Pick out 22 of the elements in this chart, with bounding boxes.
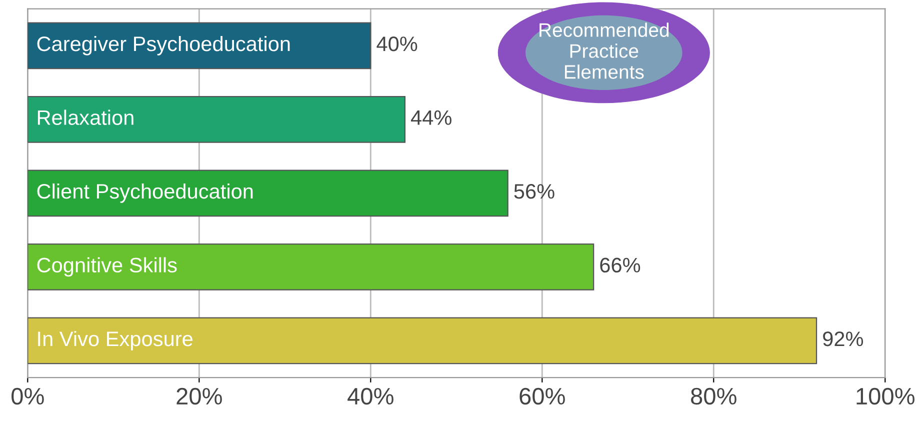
annotation: Recommended Practice Elements	[540, 22, 669, 79]
x-tick-label: 20%	[176, 388, 222, 405]
x-tick-label: 40%	[348, 388, 394, 405]
data-label: 40%	[376, 36, 418, 52]
y-tick-label: Client Psychoeducation	[37, 183, 253, 203]
y-tick-label: Relaxation	[38, 110, 134, 125]
bar	[28, 22, 372, 70]
bar	[28, 170, 508, 217]
x-tick-label: 0%	[12, 388, 44, 405]
y-tick-label: Cognitive Skills	[37, 257, 177, 277]
x-tick-label: 60%	[520, 388, 565, 405]
x-tick-label: 100%	[856, 388, 914, 405]
bar	[28, 243, 594, 290]
bar	[28, 317, 818, 364]
bar	[28, 96, 406, 143]
data-label: 44%	[410, 110, 452, 125]
y-tick-label: Caregiver Psychoeducation	[37, 36, 290, 56]
data-label: 56%	[514, 184, 554, 199]
x-tick-label: 80%	[691, 388, 736, 405]
y-tick-label: In Vivo Exposure	[38, 330, 192, 350]
data-label: 66%	[600, 258, 640, 273]
data-label: 92%	[823, 332, 864, 346]
